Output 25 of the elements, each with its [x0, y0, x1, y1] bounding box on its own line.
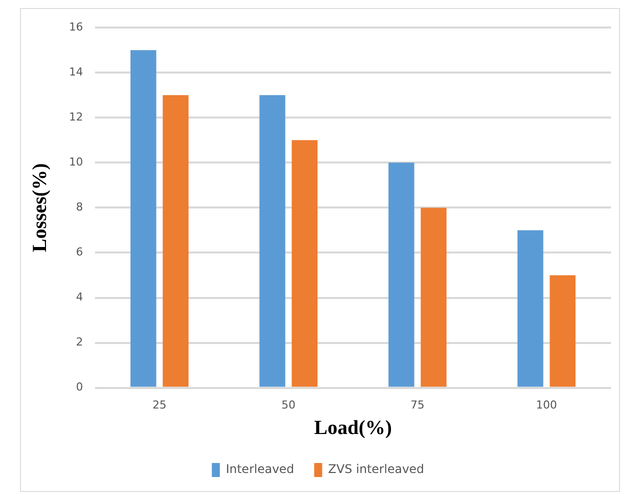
y-tick-label: 14 [68, 65, 83, 78]
x-tick-label: 75 [410, 398, 424, 412]
bar [420, 208, 447, 387]
y-tick-label: 8 [76, 200, 83, 214]
bar [259, 95, 286, 387]
legend-label: Interleaved [226, 462, 294, 476]
bar [517, 230, 544, 387]
y-tick-label: 2 [76, 336, 83, 349]
x-tick-label: 25 [152, 398, 166, 412]
legend-label: ZVS interleaved [328, 462, 424, 476]
y-tick-label: 16 [68, 20, 83, 34]
y-tick-label: 4 [76, 290, 83, 304]
bar [130, 50, 156, 387]
bar [388, 162, 414, 387]
y-tick-label: 6 [76, 246, 83, 259]
x-tick-label: 50 [282, 398, 296, 412]
y-axis-title: Losses(%) [29, 163, 52, 252]
bar [550, 275, 576, 387]
y-tick-label: 0 [76, 380, 83, 394]
x-tick-label: 100 [536, 398, 557, 412]
y-tick-label: 12 [68, 110, 83, 124]
bar [292, 140, 318, 387]
bar [162, 95, 189, 387]
x-axis-title: Load(%) [314, 417, 392, 440]
y-tick-label: 10 [68, 156, 83, 169]
